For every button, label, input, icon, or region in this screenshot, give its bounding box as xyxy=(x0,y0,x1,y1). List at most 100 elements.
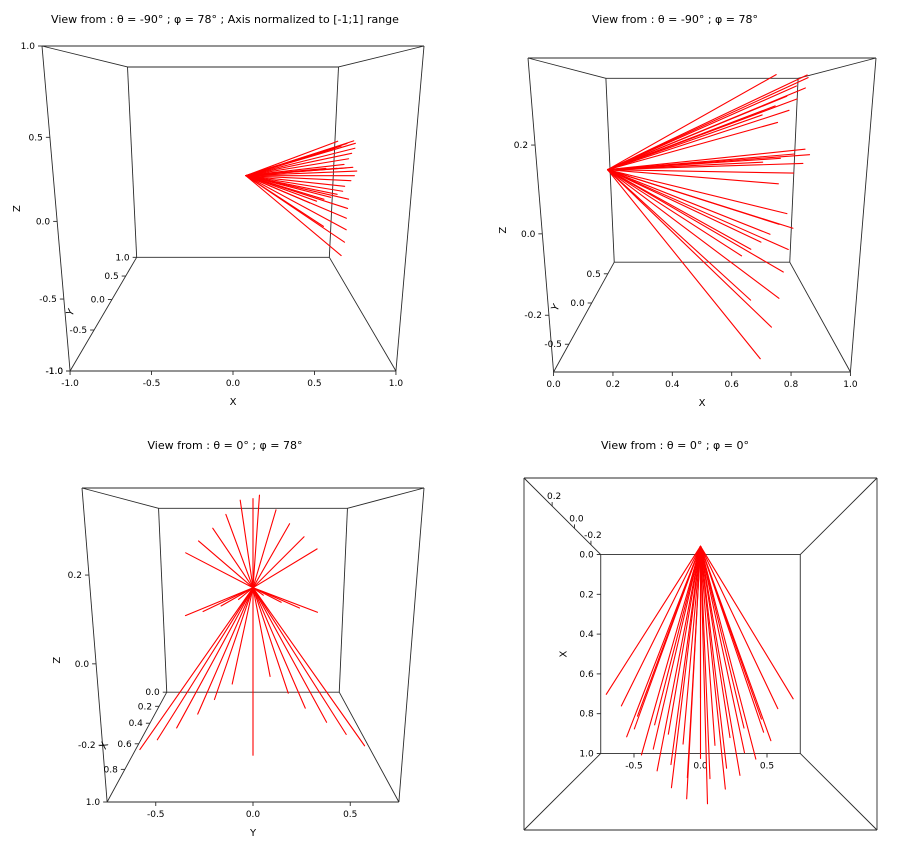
tick-label: -0.2 xyxy=(584,531,602,541)
ray-line xyxy=(245,147,356,177)
axis-title: Z xyxy=(12,205,23,212)
ray-line xyxy=(606,121,779,171)
ray-line xyxy=(606,105,776,171)
tick-label: 0.0 xyxy=(546,380,561,390)
ray-line xyxy=(606,169,780,225)
ray-line xyxy=(245,175,311,204)
tick-label: 0.4 xyxy=(665,380,680,390)
ray-line xyxy=(245,152,353,177)
axis-title: Z xyxy=(498,227,509,234)
axis-title: X xyxy=(559,650,570,657)
tick-label: 0.5 xyxy=(29,133,43,143)
box-wireframe xyxy=(41,45,425,372)
tick-label: 0.5 xyxy=(586,270,600,280)
ray-line xyxy=(245,175,318,202)
ray-line xyxy=(667,545,702,735)
tick-label: 0.0 xyxy=(579,551,594,561)
ray-line xyxy=(699,545,757,760)
tick-label: 1.0 xyxy=(843,380,858,390)
tick-label: 1.0 xyxy=(115,253,130,263)
box-edge xyxy=(106,691,168,803)
ray-line xyxy=(252,523,291,589)
ray-line xyxy=(197,587,254,715)
axis-title: Y xyxy=(64,307,78,319)
ray-line xyxy=(252,587,289,694)
tick-label: -1.0 xyxy=(46,367,64,377)
tick-label: 1.0 xyxy=(389,379,404,389)
ray-line xyxy=(245,175,325,200)
box-wireframe xyxy=(523,477,878,831)
ray-line xyxy=(606,169,771,235)
tick-label: 0.2 xyxy=(68,571,82,581)
ray-line xyxy=(606,169,795,174)
ray-line xyxy=(636,545,702,717)
panel-top-right: View from : θ = -90° ; φ = 78° 0.0 0.2 0.4… xyxy=(450,0,900,426)
box-edge xyxy=(527,57,555,373)
rays xyxy=(605,545,794,805)
ray-line xyxy=(606,169,784,273)
ray-line xyxy=(606,161,764,171)
tick-label: 0.2 xyxy=(138,702,152,712)
tick-label: -0.5 xyxy=(544,340,562,350)
tick-label: 0.5 xyxy=(760,761,774,771)
ray-line xyxy=(176,587,254,729)
ray-line xyxy=(606,114,763,171)
x-axis: 0.0 0.2 0.4 0.6 0.8 1.0 X xyxy=(559,551,601,759)
plot-canvas: -0.5 0.0 0.50.00.20.40.60.81.0X-0.20.00.2 xyxy=(523,477,878,831)
ray-line xyxy=(252,509,277,589)
box-edge xyxy=(127,66,138,258)
box-edge xyxy=(789,78,799,263)
box-edge xyxy=(849,57,877,373)
box-edge xyxy=(395,45,425,372)
ray-line xyxy=(606,169,761,360)
ray-line xyxy=(606,148,806,171)
ray-line xyxy=(245,158,350,177)
box-edge xyxy=(69,257,138,372)
z-axis: -0.2 0.0 0.2 Z xyxy=(498,141,549,321)
tick-label: 0.6 xyxy=(725,380,740,390)
ray-line xyxy=(606,169,772,328)
tick-label: 0.5 xyxy=(104,272,118,282)
panel-bottom-right: View from : θ = 0° ; φ = 0° -0.5 0.0 0.5 0.… xyxy=(450,426,900,852)
axis-title: X xyxy=(699,398,706,409)
ray-line xyxy=(699,545,731,739)
box-edge xyxy=(158,508,168,693)
box-edge xyxy=(338,508,348,693)
ray-line xyxy=(606,169,789,251)
axis-title: Y xyxy=(249,828,257,839)
ray-line xyxy=(245,140,339,177)
tick-label: 0.0 xyxy=(75,660,90,670)
ray-line xyxy=(606,109,790,171)
axis-title: X xyxy=(98,740,111,751)
tick-label: -0.2 xyxy=(78,741,96,751)
ray-line xyxy=(654,545,702,726)
x-axis: 0.0 0.2 0.4 0.6 0.8 1.0 X xyxy=(546,372,858,409)
ray-line xyxy=(252,587,328,723)
ray-line xyxy=(139,587,254,751)
ray-line xyxy=(606,169,752,250)
ray-line xyxy=(213,587,254,701)
ray-line xyxy=(699,545,716,746)
tick-label: 0.6 xyxy=(579,670,594,680)
ray-line xyxy=(252,587,271,677)
tick-label: -1.0 xyxy=(61,379,79,389)
ray-line xyxy=(682,545,702,745)
ray-line xyxy=(252,536,305,589)
ray-line xyxy=(699,545,709,805)
ray-line xyxy=(699,545,741,776)
tick-label: 0.8 xyxy=(579,710,594,720)
rays xyxy=(606,74,811,360)
ray-line xyxy=(606,169,743,257)
ray-line xyxy=(699,545,711,780)
ray-line xyxy=(606,169,780,299)
ray-line xyxy=(605,545,702,695)
tick-label: 1.0 xyxy=(86,798,101,808)
box-wireframe xyxy=(527,57,877,373)
box-edge xyxy=(328,66,339,258)
tick-label: -0.5 xyxy=(625,761,643,771)
ray-line xyxy=(606,169,752,301)
tick-label: -0.5 xyxy=(70,326,88,336)
ray-line xyxy=(185,552,254,589)
z-axis: -0.20.0 0.2 xyxy=(547,492,602,545)
box-edge xyxy=(81,487,159,509)
